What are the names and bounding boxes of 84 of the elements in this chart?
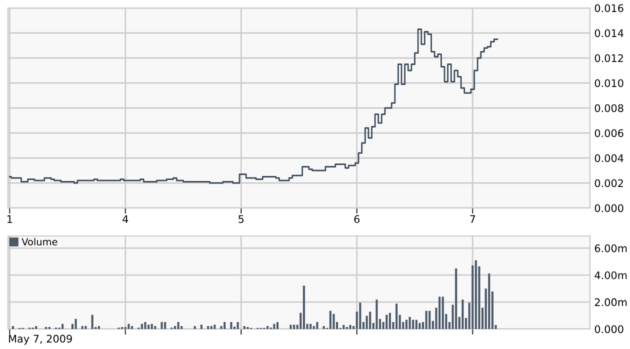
bar	[405, 320, 408, 329]
bar	[200, 324, 202, 329]
bar	[302, 286, 305, 329]
bar	[349, 324, 352, 329]
bar	[442, 296, 444, 329]
bar	[376, 300, 378, 329]
bar	[164, 322, 166, 329]
bar	[236, 322, 239, 329]
x-tick-label: 1	[7, 215, 12, 223]
bar	[359, 302, 362, 329]
bar	[74, 318, 77, 329]
bar	[81, 326, 84, 329]
bar	[418, 322, 421, 329]
y-tick-label: 0.002	[594, 179, 623, 188]
bar	[140, 324, 143, 329]
y-tick-label: 0.006	[594, 129, 624, 138]
bar	[154, 326, 156, 329]
bar	[12, 326, 14, 329]
y-tick-label: 0.012	[594, 54, 623, 62]
legend-label: Volume	[22, 238, 58, 246]
y-tick-label: 0.016	[594, 4, 624, 12]
bar	[312, 326, 315, 329]
bar	[144, 322, 146, 329]
bar	[386, 314, 388, 329]
y-tick-label: 6.00m	[594, 244, 627, 252]
bar	[128, 324, 130, 329]
bar	[293, 324, 296, 329]
bar	[273, 324, 276, 329]
y-tick-label: 0.014	[594, 29, 624, 38]
bar	[366, 316, 368, 329]
bar	[332, 314, 335, 329]
bar	[207, 326, 210, 329]
x-tick-label: 4	[122, 215, 128, 223]
bar	[243, 326, 246, 329]
bar	[425, 310, 428, 329]
bar	[276, 322, 279, 329]
bar	[35, 326, 38, 329]
text: May 7, 2009	[9, 334, 72, 345]
bar	[412, 320, 414, 329]
x-tick-label: 7	[470, 215, 476, 223]
bar	[174, 326, 176, 329]
bar	[180, 326, 183, 329]
bar	[98, 326, 100, 329]
bar	[329, 310, 332, 329]
x-tick-label: 5	[238, 215, 244, 224]
bar	[428, 310, 431, 329]
y-tick-label: 0.010	[594, 79, 624, 88]
bar	[290, 324, 292, 329]
bar	[388, 312, 391, 329]
bar	[160, 322, 163, 329]
bar	[214, 324, 216, 329]
bar	[462, 300, 464, 329]
bar	[310, 324, 312, 329]
bar	[230, 322, 232, 329]
bar	[194, 326, 196, 329]
bar	[150, 324, 153, 329]
y-tick-label: 0.008	[594, 104, 624, 112]
bar	[342, 324, 345, 329]
bar	[220, 326, 222, 329]
bar	[224, 322, 226, 329]
bar	[474, 260, 477, 329]
bar	[396, 304, 398, 329]
bar	[316, 322, 318, 329]
bar	[266, 326, 269, 329]
bar	[415, 320, 418, 329]
bar	[177, 322, 180, 329]
y-tick-label: 0.000	[594, 204, 624, 212]
bar	[488, 273, 490, 329]
y-tick-label: 4.00m	[594, 271, 627, 280]
bar	[62, 324, 64, 329]
bar	[369, 312, 372, 329]
x-tick-label: 6	[354, 215, 360, 224]
y-tick-label: 0.004	[594, 154, 624, 162]
y-tick-label: 2.00m	[594, 298, 627, 306]
y-tick-label: 0.000	[594, 325, 624, 334]
bar	[130, 326, 134, 329]
bar	[84, 326, 87, 329]
bar	[91, 314, 94, 329]
bar	[455, 268, 458, 329]
bar	[322, 326, 325, 329]
bar	[408, 316, 411, 329]
bar	[210, 326, 212, 329]
bar	[438, 296, 441, 329]
bar	[148, 324, 150, 329]
